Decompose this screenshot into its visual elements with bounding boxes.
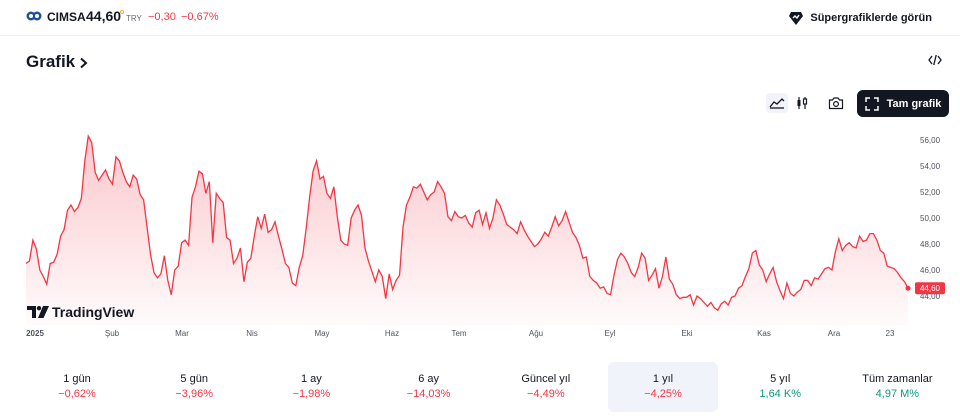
period-performance-bar: 1 gün −0,62% 5 gün −3,96% 1 ay −1,98% 6 ay −14,… <box>18 362 956 412</box>
period-change-value: −4,49% <box>526 388 565 400</box>
section-title-text: Grafik <box>26 52 76 71</box>
tradingview-watermark: TradingView <box>27 304 134 320</box>
x-tick-label: Nis <box>246 329 258 338</box>
snapshot-button[interactable] <box>825 93 847 113</box>
x-tick-label: Haz <box>385 329 399 338</box>
period-button[interactable]: 5 yıl 1,64 K% <box>725 362 835 412</box>
period-label: 1 ay <box>300 373 322 385</box>
period-change-value: 1,64 K% <box>759 388 801 400</box>
fullscreen-chart-button[interactable]: Tam grafik <box>857 90 949 117</box>
x-tick-label: Kas <box>757 329 771 338</box>
period-change-value: −1,98% <box>292 388 331 400</box>
candle-chart-button[interactable] <box>791 93 813 113</box>
period-change-value: −14,03% <box>406 388 451 400</box>
symbol-change: −0,30 <box>148 11 176 23</box>
tradingview-logo-icon <box>27 306 49 318</box>
x-tick-label: Tem <box>451 329 466 338</box>
symbol-header: CIMSA 44,60 TRY −0,30 −0,67% Süpergrafik… <box>0 0 960 36</box>
period-button[interactable]: 1 ay −1,98% <box>256 362 366 412</box>
area-chart-icon <box>769 98 785 109</box>
x-tick-label: May <box>314 329 329 338</box>
x-tick-label: Eki <box>681 329 692 338</box>
period-button[interactable]: 6 ay −14,03% <box>374 362 484 412</box>
period-button[interactable]: 1 gün −0,62% <box>22 362 132 412</box>
x-tick-label: Ara <box>828 329 841 338</box>
y-tick-label: 46,00 <box>920 266 941 275</box>
last-price-dot <box>905 285 911 291</box>
chevron-right-icon <box>80 57 88 69</box>
symbol-price: 44,60 <box>86 8 122 24</box>
period-label: 5 gün <box>180 373 208 385</box>
period-label: 6 ay <box>418 373 439 385</box>
x-tick-label: Ağu <box>529 329 543 338</box>
price-line <box>25 134 909 312</box>
period-label: Tüm zamanlar <box>862 373 933 385</box>
fullscreen-label: Tam grafik <box>886 97 942 110</box>
market-status-icon <box>120 10 124 14</box>
period-change-value: −3,96% <box>175 388 213 400</box>
camera-icon <box>828 97 844 110</box>
period-label: 5 yıl <box>770 373 791 385</box>
symbol-currency: TRY <box>126 14 142 23</box>
x-tick-label: Mar <box>175 329 189 338</box>
supercharts-icon <box>789 12 804 25</box>
period-label: 1 gün <box>63 373 91 385</box>
period-button[interactable]: Tüm zamanlar 4,97 M% <box>842 362 952 412</box>
x-axis: 2025 Şub Mar Nis May Haz Tem Ağu Eyl Eki Kas Ara 23 <box>26 329 895 338</box>
area-chart-button[interactable] <box>766 93 788 113</box>
x-tick-label: 2025 <box>26 329 44 338</box>
y-tick-label: 48,00 <box>920 240 941 249</box>
period-change-value: −4,25% <box>644 388 682 400</box>
y-tick-label: 54,00 <box>920 162 941 171</box>
period-label: 1 yıl <box>652 373 674 385</box>
y-axis: 56,00 54,00 52,00 50,00 48,00 46,00 44,00 <box>920 136 941 301</box>
y-tick-label: 56,00 <box>920 136 941 145</box>
period-change-value: 4,97 M% <box>875 388 920 400</box>
x-tick-label: 23 <box>886 329 895 338</box>
y-tick-label: 52,00 <box>920 188 941 197</box>
last-price-badge: 44,60 <box>915 282 945 295</box>
price-area-fill <box>26 136 908 325</box>
period-button[interactable]: Güncel yıl −4,49% <box>491 362 601 412</box>
last-price-label: 44,60 <box>920 284 941 293</box>
price-chart[interactable]: 56,00 54,00 52,00 50,00 48,00 46,00 44,00 44,6… <box>0 120 960 345</box>
supercharts-label: Süpergrafiklerde görün <box>810 12 932 24</box>
period-label: Güncel yıl <box>521 373 571 385</box>
watermark-text: TradingView <box>52 304 134 320</box>
fullscreen-icon <box>864 96 879 111</box>
supercharts-link[interactable]: Süpergrafiklerde görün <box>788 9 932 27</box>
x-tick-label: Şub <box>105 329 120 338</box>
cimsa-logo-icon <box>26 11 42 21</box>
y-tick-label: 50,00 <box>920 214 941 223</box>
x-tick-label: Eyl <box>604 329 615 338</box>
symbol-name[interactable]: CIMSA <box>47 10 86 24</box>
y-tick-label: 44,00 <box>920 292 941 301</box>
period-button[interactable]: 1 yıl −4,25% <box>608 362 718 412</box>
period-change-value: −0,62% <box>58 388 96 400</box>
candlestick-icon <box>797 97 808 109</box>
chart-section-title[interactable]: Grafik <box>26 52 88 72</box>
embed-code-icon[interactable] <box>928 54 942 66</box>
period-button[interactable]: 5 gün −3,96% <box>139 362 249 412</box>
symbol-change-percent: −0,67% <box>181 11 219 23</box>
